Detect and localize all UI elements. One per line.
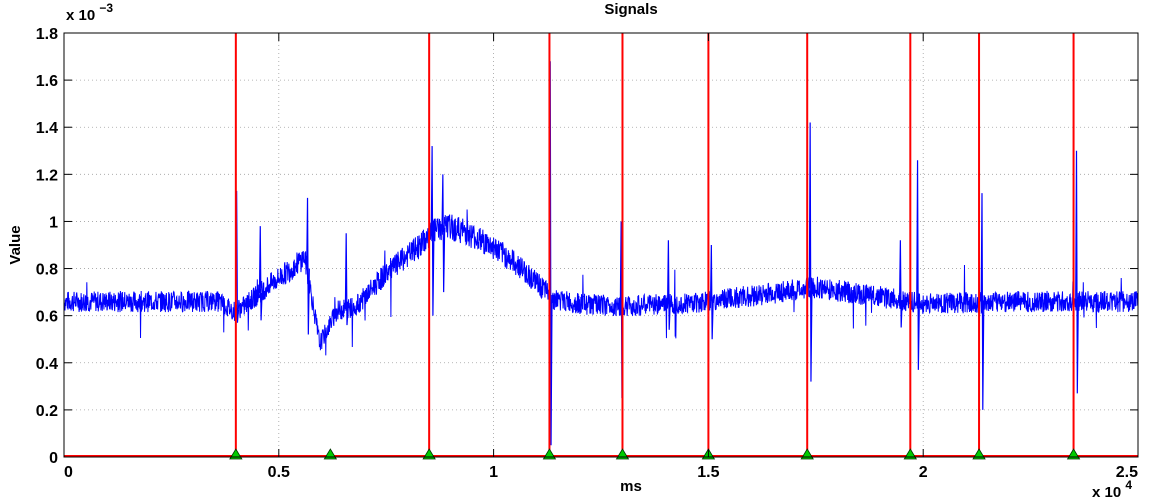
signal-spike [344, 233, 349, 326]
y-tick-label: 0.2 [36, 403, 58, 420]
y-axis-exponent: x 10 −3 [66, 1, 113, 24]
y-tick-label: 0.8 [36, 262, 58, 279]
y-axis-label: Value [7, 225, 24, 264]
y-exponent-base: x 10 [66, 7, 95, 24]
signal-spike [666, 240, 671, 330]
y-tick-label: 1.4 [36, 120, 58, 137]
signal-spike [430, 146, 435, 316]
signal-spike [258, 226, 263, 321]
y-exponent-power: −3 [99, 1, 113, 15]
signal-spike [441, 174, 446, 293]
x-exponent-base: x 10 [1092, 484, 1121, 501]
x-tick-label: 0.5 [268, 464, 290, 481]
x-tick-label: 0 [64, 464, 73, 481]
signal-spike [898, 240, 903, 328]
x-axis-label: ms [620, 478, 642, 495]
x-axis-exponent: x 10 4 [1092, 478, 1132, 501]
signal-spike [709, 244, 714, 340]
axes-box [63, 32, 1139, 458]
signal-spike [306, 197, 310, 335]
signal-spike [916, 160, 920, 370]
y-tick-label: 1.6 [36, 73, 58, 90]
chart-title: Signals [604, 1, 657, 18]
x-tick-label: 1.5 [697, 464, 719, 481]
x-exponent-power: 4 [1125, 478, 1132, 492]
x-tick-label: 1 [489, 464, 498, 481]
x-tick-label: 2 [919, 464, 928, 481]
x-tick-label: 2.5 [1116, 464, 1138, 481]
signal-spike [980, 193, 985, 410]
y-tick-label: 1.8 [36, 26, 58, 43]
signal-spike [1075, 150, 1079, 394]
y-tick-label: 0 [49, 450, 58, 467]
y-tick-label: 1.2 [36, 167, 58, 184]
y-tick-label: 0.4 [36, 356, 58, 373]
signal-trace [63, 209, 1139, 356]
ticks: 0 0.2 0.4 0.6 0.8 1 1.2 1.4 1.6 1.8 0 0.5 1 1.5 2 2.5 [36, 26, 1139, 481]
y-tick-label: 1 [49, 214, 58, 231]
y-tick-label: 0.6 [36, 309, 58, 326]
signal-spike [808, 122, 813, 382]
